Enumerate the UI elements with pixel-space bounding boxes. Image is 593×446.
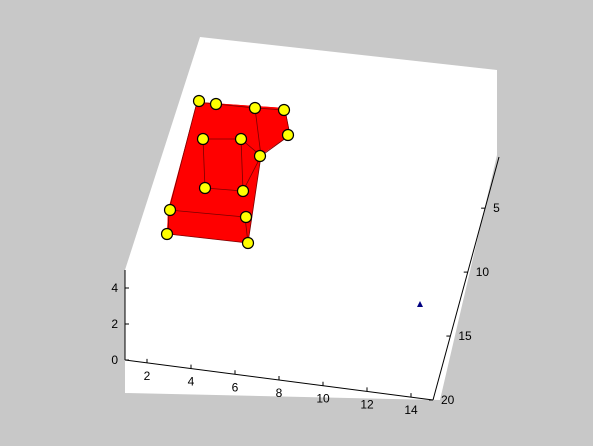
yellow-vertex-marker bbox=[160, 227, 174, 241]
yellow-vertex-marker bbox=[277, 103, 291, 117]
x-tick-label: 6 bbox=[232, 380, 239, 394]
y-tick-label: 5 bbox=[493, 201, 500, 215]
z-tick-label: 4 bbox=[111, 281, 118, 295]
x-tick-label: 2 bbox=[144, 369, 151, 383]
yellow-vertex-marker bbox=[239, 210, 253, 224]
x-axis: 2 4 6 8 10 12 14 bbox=[124, 358, 434, 417]
yellow-vertex-marker bbox=[281, 128, 295, 142]
x-tick-label: 4 bbox=[188, 375, 195, 389]
yellow-vertex-marker bbox=[236, 184, 250, 198]
yellow-vertex-marker bbox=[253, 149, 267, 163]
y-tick-label: 15 bbox=[458, 329, 472, 343]
y-tick-label: 20 bbox=[441, 393, 455, 407]
z-tick-label: 0 bbox=[111, 353, 118, 367]
yellow-vertex-marker bbox=[198, 181, 212, 195]
y-tick-label: 10 bbox=[476, 265, 490, 279]
y-axis: 5 10 15 20 bbox=[429, 156, 500, 407]
triangle-marker bbox=[417, 301, 423, 307]
yellow-vertex-marker bbox=[234, 132, 248, 146]
yellow-vertex-marker bbox=[209, 97, 223, 111]
z-tick-label: 2 bbox=[111, 317, 118, 331]
z-axis: 0 2 4 bbox=[111, 270, 129, 367]
yellow-vertex-marker bbox=[248, 101, 262, 115]
yellow-corner-markers bbox=[160, 94, 295, 250]
x-tick-label: 12 bbox=[360, 397, 374, 411]
yellow-vertex-marker bbox=[192, 94, 206, 108]
yellow-vertex-marker bbox=[163, 203, 177, 217]
red-box-object bbox=[160, 94, 295, 250]
yellow-vertex-marker bbox=[196, 132, 210, 146]
x-tick-label: 8 bbox=[276, 386, 283, 400]
x-tick-label: 14 bbox=[404, 403, 418, 417]
x-tick-label: 10 bbox=[316, 392, 330, 406]
yellow-vertex-marker bbox=[241, 236, 255, 250]
